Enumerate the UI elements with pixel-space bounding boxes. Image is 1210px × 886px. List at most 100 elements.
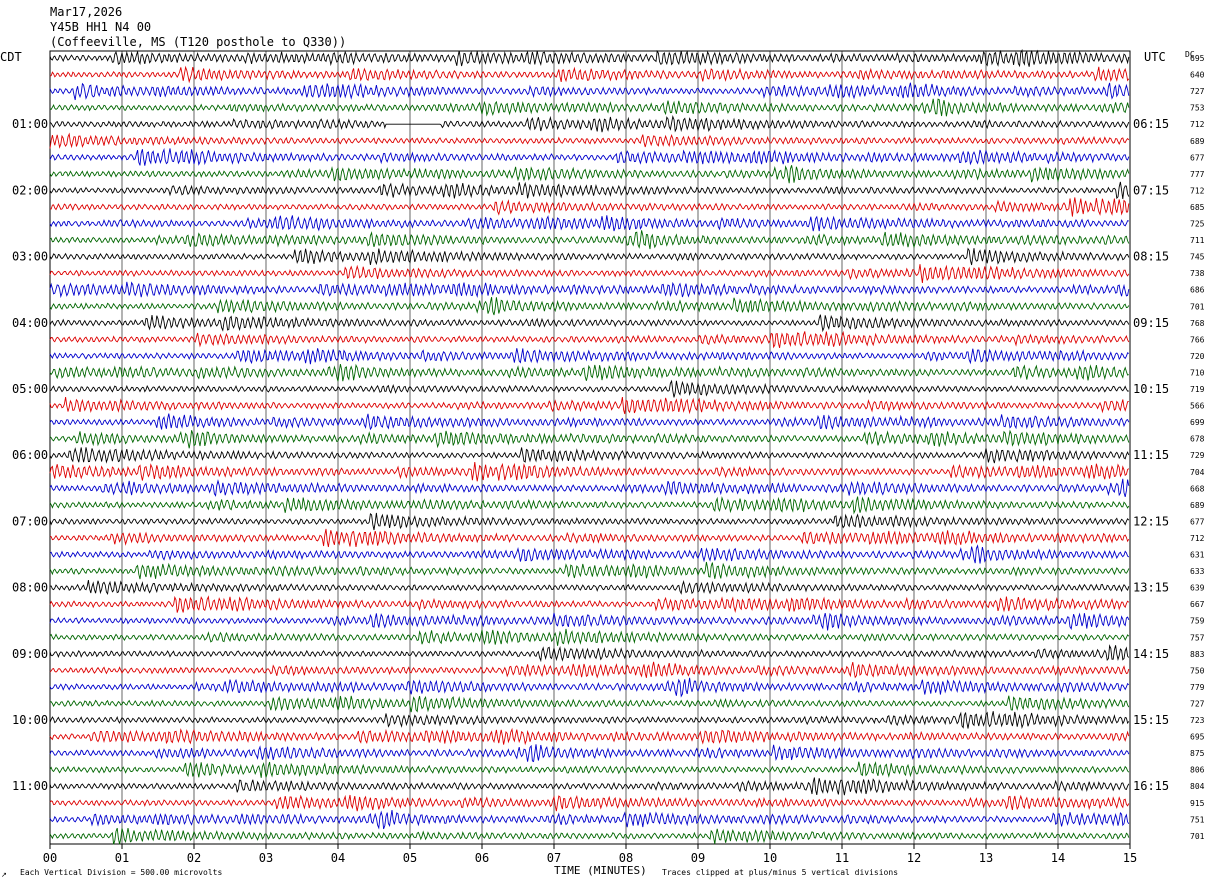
dc-value: 806 xyxy=(1190,766,1205,775)
x-axis-label: TIME (MINUTES) xyxy=(554,864,647,877)
dc-value: 631 xyxy=(1190,551,1205,560)
dc-value: 701 xyxy=(1190,832,1205,841)
minute-grid xyxy=(121,51,1059,844)
seismic-trace xyxy=(49,281,1130,299)
dc-value: 759 xyxy=(1190,617,1205,626)
seismic-trace xyxy=(49,413,1130,431)
seismic-trace xyxy=(49,132,1130,149)
right-timezone-label: UTC xyxy=(1144,50,1166,64)
seismic-trace xyxy=(49,744,1130,763)
x-tick-label: 08 xyxy=(619,851,633,865)
seismic-trace xyxy=(49,761,1130,778)
seismic-trace xyxy=(49,264,1130,283)
seismic-trace xyxy=(49,429,1130,449)
right-hour-label: 12:15 xyxy=(1133,514,1169,528)
seismic-trace xyxy=(49,314,1130,333)
x-tick-label: 05 xyxy=(403,851,417,865)
left-hour-label: 09:00 xyxy=(12,647,48,661)
header-date: Mar17,2026 xyxy=(50,5,122,19)
seismic-trace xyxy=(49,48,1130,68)
x-tick-label: 13 xyxy=(979,851,993,865)
right-hour-label: 11:15 xyxy=(1133,448,1169,462)
seismic-trace xyxy=(49,777,1130,796)
dc-value: 704 xyxy=(1190,468,1205,477)
seismic-trace xyxy=(49,496,1130,515)
seismic-trace xyxy=(49,98,1130,117)
seismic-trace xyxy=(49,247,1130,266)
dc-value: 712 xyxy=(1190,534,1205,543)
left-hour-label: 11:00 xyxy=(12,779,48,793)
seismic-trace xyxy=(49,215,1129,232)
seismic-trace xyxy=(49,695,1130,713)
seismic-trace xyxy=(49,512,1130,531)
x-tick-label: 04 xyxy=(331,851,345,865)
dc-value: 766 xyxy=(1190,335,1205,344)
dc-value: 725 xyxy=(1190,220,1205,229)
dc-value: 689 xyxy=(1190,137,1205,146)
x-tick-label: 09 xyxy=(691,851,705,865)
seismic-trace xyxy=(49,147,1130,166)
dc-value: 701 xyxy=(1190,302,1205,311)
x-tick-label: 10 xyxy=(763,851,777,865)
right-hour-label: 15:15 xyxy=(1133,713,1169,727)
dc-value: 753 xyxy=(1190,104,1205,113)
dc-value: 745 xyxy=(1190,253,1205,262)
dc-label: DC xyxy=(1185,50,1195,59)
dc-value: 751 xyxy=(1190,815,1205,824)
dc-value: 738 xyxy=(1190,269,1205,278)
left-hour-label: 03:00 xyxy=(12,250,48,264)
seismic-trace xyxy=(49,82,1130,101)
seismic-trace xyxy=(49,595,1130,613)
dc-value: 804 xyxy=(1190,782,1205,791)
x-tick-label: 07 xyxy=(547,851,561,865)
seismic-trace xyxy=(49,65,1130,84)
scale-note: Each Vertical Division = 500.00 microvol… xyxy=(20,868,222,877)
dc-value: 757 xyxy=(1190,633,1205,642)
dc-value: 712 xyxy=(1190,120,1205,129)
right-hour-label: 06:15 xyxy=(1133,117,1169,131)
seismic-trace xyxy=(49,528,1130,548)
seismic-trace xyxy=(49,181,1130,200)
dc-values: 695 640 727 753 712 689 677 777 712 685 725 711 745 7… xyxy=(1190,54,1205,841)
left-hour-label: 05:00 xyxy=(12,382,48,396)
x-tick-label: 12 xyxy=(907,851,921,865)
seismic-trace xyxy=(49,230,1130,250)
seismic-trace xyxy=(49,580,1130,596)
dc-value: 779 xyxy=(1190,683,1205,692)
seismic-trace xyxy=(49,677,1130,698)
dc-value: 640 xyxy=(1190,71,1205,80)
left-hour-label: 08:00 xyxy=(12,581,48,595)
seismic-trace xyxy=(49,165,1130,184)
x-tick-label: 02 xyxy=(187,851,201,865)
seismic-trace xyxy=(49,114,1130,133)
left-hour-label: 01:00 xyxy=(12,117,48,131)
seismic-trace xyxy=(49,727,1130,746)
dc-value: 699 xyxy=(1190,418,1205,427)
seismic-trace xyxy=(49,794,1130,812)
plot-frame xyxy=(49,50,1131,845)
dc-value: 915 xyxy=(1190,799,1205,808)
x-axis-ticks: 00 01 02 03 04 05 06 07 08 09 10 11 12 13 14 15 xyxy=(43,844,1137,865)
dc-value: 729 xyxy=(1190,451,1205,460)
seismic-trace xyxy=(49,544,1130,564)
right-hour-label: 10:15 xyxy=(1133,382,1169,396)
seismic-trace xyxy=(49,297,1130,316)
right-hour-label: 07:15 xyxy=(1133,183,1169,197)
left-hour-label: 07:00 xyxy=(12,514,48,528)
left-timezone-label: CDT xyxy=(0,50,22,64)
seismic-trace xyxy=(49,379,1129,398)
dc-value: 686 xyxy=(1190,286,1205,295)
seismic-trace xyxy=(49,348,1130,365)
dc-value: 678 xyxy=(1190,435,1205,444)
dc-value: 677 xyxy=(1190,153,1205,162)
seismic-trace xyxy=(49,447,1130,464)
dc-value: 712 xyxy=(1190,186,1205,195)
dc-value: 719 xyxy=(1190,385,1205,394)
x-tick-label: 03 xyxy=(259,851,273,865)
clip-note: Traces clipped at plus/minus 5 vertical … xyxy=(662,868,898,877)
dc-value: 777 xyxy=(1190,170,1205,179)
x-tick-label: 06 xyxy=(475,851,489,865)
scale-marker-icon: ↗ xyxy=(1,871,7,879)
seismic-trace xyxy=(49,827,1130,845)
